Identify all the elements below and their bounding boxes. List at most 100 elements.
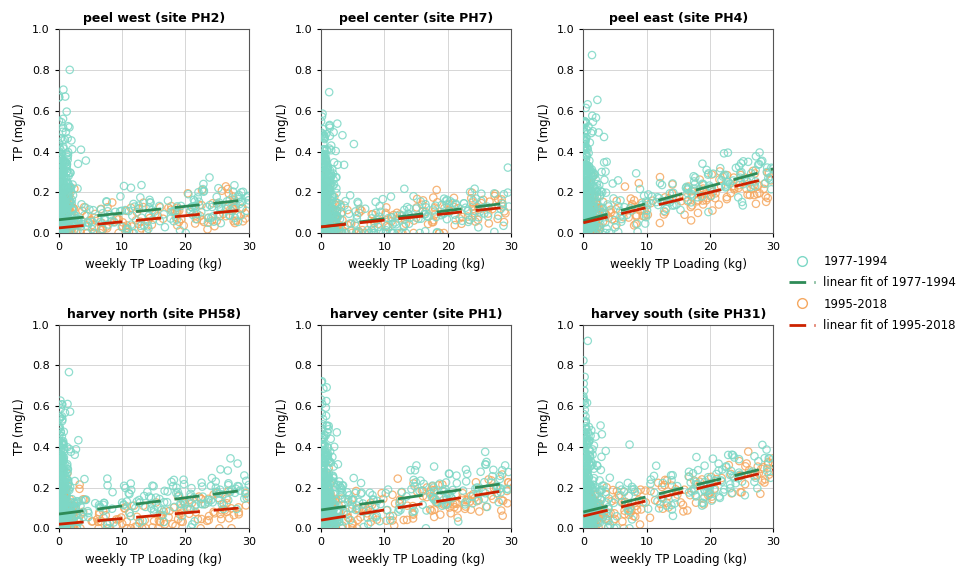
Point xyxy=(575,512,591,522)
Point xyxy=(575,220,591,229)
Point xyxy=(602,508,618,518)
Point xyxy=(579,398,595,407)
Point xyxy=(52,165,67,174)
Point xyxy=(587,483,602,492)
Point xyxy=(318,193,333,202)
Point xyxy=(314,505,330,515)
Point xyxy=(763,184,778,194)
Point xyxy=(52,210,67,220)
Point xyxy=(363,220,378,229)
Point xyxy=(577,180,593,189)
Point xyxy=(317,521,333,530)
Point xyxy=(237,494,252,504)
Point xyxy=(54,176,69,185)
Point xyxy=(655,206,671,215)
Point xyxy=(349,197,365,207)
Point xyxy=(353,488,369,497)
Point xyxy=(601,228,617,238)
Point xyxy=(322,173,337,182)
Point xyxy=(319,178,334,188)
Point xyxy=(496,207,511,216)
Point xyxy=(576,146,592,156)
Point xyxy=(314,179,330,188)
Point xyxy=(588,200,603,209)
Point xyxy=(664,180,680,189)
Point xyxy=(704,454,720,463)
Point xyxy=(579,217,595,227)
Point xyxy=(86,222,102,232)
Point xyxy=(58,492,73,501)
Point xyxy=(739,157,755,167)
Point xyxy=(64,518,79,528)
Point xyxy=(460,207,475,216)
Point xyxy=(196,186,211,195)
Point xyxy=(316,441,332,450)
Point xyxy=(320,215,335,224)
Point xyxy=(577,220,593,230)
Point xyxy=(322,516,337,525)
Point xyxy=(316,518,332,528)
Point xyxy=(582,195,598,204)
Point xyxy=(577,216,593,225)
Point xyxy=(314,203,330,212)
Point xyxy=(372,517,387,526)
Point xyxy=(700,168,716,178)
Point xyxy=(589,492,604,502)
Point xyxy=(330,507,345,517)
Point xyxy=(760,168,776,177)
Point xyxy=(577,177,593,186)
Point xyxy=(339,205,355,215)
Point xyxy=(51,518,67,528)
Point xyxy=(580,209,596,218)
Point xyxy=(579,100,595,109)
Point xyxy=(687,173,702,182)
Point xyxy=(321,457,336,467)
Point xyxy=(577,504,593,513)
Point xyxy=(702,481,718,490)
Point xyxy=(586,228,601,238)
Point xyxy=(92,228,108,238)
Point xyxy=(188,508,203,517)
Point xyxy=(319,197,334,206)
Point xyxy=(613,498,629,507)
Point xyxy=(485,465,501,474)
Point xyxy=(576,520,592,529)
Point xyxy=(51,504,67,514)
Point xyxy=(313,503,329,512)
Point xyxy=(576,218,592,227)
Point xyxy=(694,180,710,189)
Point xyxy=(322,166,337,175)
Point xyxy=(581,204,597,214)
Point xyxy=(207,483,223,492)
Point xyxy=(575,208,591,218)
Point xyxy=(324,512,339,521)
Point xyxy=(54,431,69,441)
Point xyxy=(380,214,396,223)
Point xyxy=(406,216,422,225)
Point xyxy=(315,225,331,235)
Point xyxy=(55,523,70,532)
Point xyxy=(575,166,591,175)
Point xyxy=(726,185,741,194)
Point xyxy=(58,519,73,528)
Point xyxy=(53,190,68,199)
Point xyxy=(53,218,68,228)
Point xyxy=(315,150,331,159)
Point xyxy=(620,491,636,501)
Point xyxy=(319,468,334,477)
Point xyxy=(52,223,67,232)
Point xyxy=(53,502,68,511)
Point xyxy=(52,214,67,223)
Point xyxy=(438,214,454,224)
Point xyxy=(53,513,68,522)
Point xyxy=(52,220,67,229)
Point xyxy=(326,489,341,498)
Point xyxy=(96,498,111,508)
Point xyxy=(85,228,101,238)
Point xyxy=(325,505,340,515)
Y-axis label: TP (mg/L): TP (mg/L) xyxy=(14,103,26,160)
Point xyxy=(315,517,331,527)
Point xyxy=(125,199,141,208)
Point xyxy=(319,187,334,197)
Point xyxy=(68,215,84,225)
